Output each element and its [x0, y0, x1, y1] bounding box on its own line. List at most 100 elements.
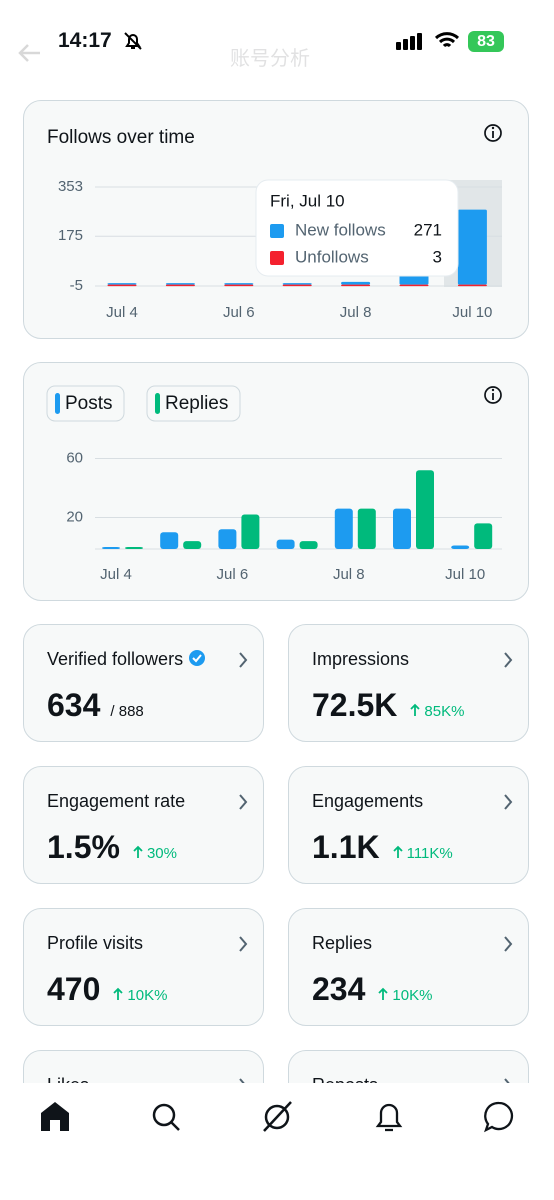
grok-tab[interactable]: [263, 1101, 292, 1132]
stat-number: 234: [312, 971, 366, 1007]
wifi-icon: [434, 32, 460, 48]
stat-number: 1.1K: [312, 829, 380, 865]
x-tick-label: Jul 10: [452, 304, 492, 321]
y-tick-label: 60: [66, 449, 83, 466]
stat-label: Engagement rate: [47, 791, 186, 811]
y-tick-label: 20: [66, 508, 83, 525]
y-tick-label: 353: [58, 178, 83, 195]
status-bar: 14:17 83 账号分析: [0, 0, 554, 70]
stat-label: Impressions: [312, 649, 410, 669]
x-tick-label: Jul 8: [333, 566, 365, 583]
bar: [102, 547, 120, 549]
battery: 83: [468, 31, 504, 52]
stat-change: 111K%: [392, 845, 453, 862]
stat-change-value: 10K%: [127, 987, 168, 1004]
bar: [457, 209, 487, 285]
stat-number: 1.5%: [47, 829, 120, 865]
tooltip-date: Fri, Jul 10: [270, 191, 345, 210]
stat-card[interactable]: Impressions 72.5K 85K%: [288, 624, 529, 742]
home-tab[interactable]: [41, 1102, 69, 1131]
chevron: [239, 652, 248, 668]
bar: [341, 281, 371, 285]
stat-value: 1.5% 30%: [47, 829, 177, 866]
bar: [341, 284, 371, 287]
chevron: [504, 794, 513, 810]
tooltip: Fri, Jul 10 New follows 271 Unfollows 3: [255, 179, 459, 277]
bar: [334, 508, 353, 549]
stat-change: 85K%: [409, 703, 464, 720]
stat-value: 470 10K%: [47, 971, 167, 1008]
stat-label: Replies: [312, 933, 373, 953]
stat-label: Verified followers: [47, 649, 208, 670]
bar: [357, 508, 376, 549]
bottom-nav: [0, 1083, 554, 1200]
stat-value: 634 / 888: [47, 687, 144, 724]
up-arrow: [378, 987, 389, 1000]
bar: [165, 283, 195, 285]
bar: [107, 284, 137, 287]
bar: [299, 541, 318, 549]
bar: [276, 539, 295, 549]
legend-swatch: [270, 251, 284, 265]
up-arrow: [392, 845, 403, 858]
up-arrow: [410, 703, 421, 716]
bar: [165, 284, 195, 287]
x-tick-label: Jul 8: [340, 304, 372, 321]
bar: [282, 284, 312, 287]
bar: [451, 545, 470, 549]
stat-card[interactable]: Engagement rate 1.5% 30%: [23, 766, 264, 884]
bar: [399, 284, 429, 287]
x-tick-label: Jul 6: [223, 304, 255, 321]
chevron: [504, 936, 513, 952]
legend-chip: [146, 385, 241, 422]
stat-number: 72.5K: [312, 687, 398, 723]
legend-label: Posts: [65, 393, 113, 414]
header-title: 账号分析: [230, 48, 310, 70]
stat-change: 10K%: [377, 987, 432, 1004]
bar: [160, 532, 179, 549]
x-tick-label: Jul 10: [445, 566, 485, 583]
mute-icon: [124, 32, 142, 50]
tooltip-value: 3: [433, 247, 442, 266]
messages-tab[interactable]: [484, 1101, 514, 1133]
bar: [125, 547, 143, 549]
bar: [224, 283, 254, 285]
stat-card[interactable]: Profile visits 470 10K%: [23, 908, 264, 1026]
nav-icons: [41, 1101, 514, 1133]
y-tick-label: -5: [70, 277, 83, 294]
stat-change-value: 10K%: [392, 987, 433, 1004]
tooltip-box: [255, 179, 459, 277]
x-tick-label: Jul 6: [217, 566, 249, 583]
stat-value: 234 10K%: [312, 971, 432, 1008]
stat-card[interactable]: Engagements 1.1K 111K%: [288, 766, 529, 884]
y-tick-label: 175: [58, 227, 83, 244]
charts: Follows over time -5 175 353 Jul 4 Jul 6 Jul …: [46, 124, 502, 583]
bar: [218, 529, 237, 549]
bar: [393, 508, 411, 549]
legend-label: Replies: [165, 393, 228, 414]
chevron: [239, 936, 248, 952]
up-arrow: [113, 987, 124, 1000]
legend-swatch: [155, 393, 160, 414]
stat-card[interactable]: Replies 234 10K%: [288, 908, 529, 1026]
back-arrow[interactable]: [16, 42, 42, 64]
bar: [282, 283, 312, 285]
signal-icon: [396, 33, 422, 50]
info-icon[interactable]: [484, 124, 502, 142]
stat-change: 30%: [132, 845, 177, 862]
chevron: [504, 652, 513, 668]
bar: [474, 523, 493, 549]
search-tab[interactable]: [152, 1103, 180, 1131]
stat-change-value: 30%: [146, 845, 177, 862]
up-arrow: [133, 845, 143, 858]
notifications-tab[interactable]: [375, 1103, 403, 1132]
stat-value: 72.5K 85K%: [312, 687, 464, 724]
stat-card[interactable]: Verified followers 634 / 888: [23, 624, 264, 742]
legend-swatch: [270, 224, 284, 238]
x-tick-label: Jul 4: [100, 566, 132, 583]
x-tick-label: Jul 4: [106, 304, 138, 321]
chart-title: Follows over time: [47, 127, 195, 148]
bar: [241, 514, 260, 549]
info-icon[interactable]: [484, 386, 502, 404]
